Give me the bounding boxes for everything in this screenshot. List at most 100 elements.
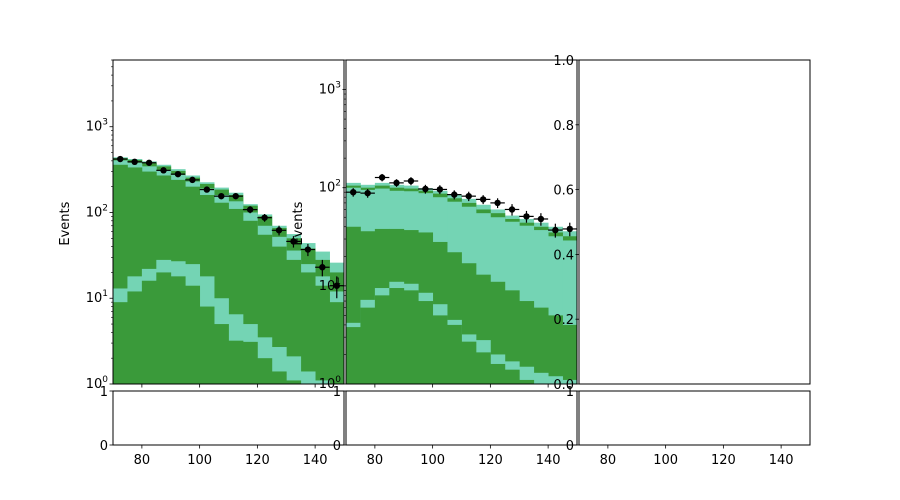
histogram-bar [432,315,448,384]
x-tick-label: 80 [367,453,384,468]
histogram-bar [562,379,577,384]
y-tick-label: 0 [333,439,341,454]
data-point [189,176,196,184]
histogram-bar [113,302,128,384]
axes-frame-middle-bottom [345,390,578,446]
histogram-bar [533,307,549,384]
x-tick-label: 100 [187,453,212,468]
axes-frame-left-top [112,59,345,385]
y-tick-label: 100 [319,375,342,392]
y-tick-label: 101 [319,277,341,294]
data-point [393,179,400,187]
y-tick-exponent: 2 [335,179,341,189]
histogram-bar [403,290,419,384]
y-tick-label: 0.2 [553,313,574,328]
histogram-bar [533,372,549,384]
histogram-bar [185,285,201,384]
y-tick-exponent: 0 [335,375,341,385]
y-tick-exponent: 3 [335,81,341,91]
y-tick-label: 101 [86,289,108,306]
y-tick-label: 1.0 [553,54,574,69]
histogram-bar [504,290,520,384]
histogram-bar [360,307,376,384]
data-point [451,191,458,198]
y-tick-label: 103 [86,118,108,135]
axes-layer [109,59,811,449]
data-point [160,167,167,174]
y-axis-label: Events [291,201,306,245]
data-point [494,199,501,207]
histogram-bar [519,379,535,384]
y-tick-label: 1 [566,385,574,400]
y-tick-base: 10 [86,291,103,306]
data-point [566,225,573,233]
data-point [261,214,268,221]
axes-frame-right-top [578,59,811,385]
data-point [145,159,153,166]
histogram-bar [127,291,143,384]
data-point [131,158,138,166]
y-tick-label: 0.6 [553,184,574,199]
histogram-bar [315,380,330,384]
data-point [246,206,254,213]
histogram-bar [389,288,405,384]
data-point [203,186,211,193]
y-tick-base: 10 [319,279,336,294]
histogram-bar [286,259,302,384]
histogram-bar [286,356,302,384]
histogram-bar [141,280,157,384]
y-tick-base: 10 [86,205,103,220]
data-points-layer [113,155,577,299]
x-tick-label: 120 [478,453,503,468]
y-tick-label: 0 [100,439,108,454]
histogram-bar [228,340,244,384]
histogram-bar [548,315,563,384]
y-tick-base: 10 [319,377,336,392]
data-point [232,192,239,200]
histogram-bar [519,366,535,384]
data-point [508,206,516,213]
y-tick-base: 10 [86,377,103,392]
x-tick-label: 120 [245,453,270,468]
histogram-bar [286,380,302,384]
axes-frame-right-bottom [578,390,811,446]
histogram-bar [170,276,186,384]
data-point [174,170,182,178]
data-point [304,246,312,253]
y-tick-label: 102 [86,203,108,220]
data-point [275,227,283,234]
axes-frame-middle-top [345,59,578,385]
histogram-bar [447,324,462,384]
y-tick-label: 103 [319,81,341,98]
histogram-bar [257,358,273,384]
histogram-bar [346,327,361,384]
data-point [407,177,415,185]
histogram-bar [199,306,215,384]
y-tick-label: 0.0 [553,378,574,393]
x-tick-label: 120 [711,453,736,468]
data-point [350,188,357,196]
x-tick-label: 80 [134,453,151,468]
y-tick-exponent: 2 [102,203,108,213]
y-tick-exponent: 1 [335,277,341,287]
y-tick-label: 102 [319,179,341,196]
y-tick-label: 0 [566,439,574,454]
y-tick-base: 10 [319,83,336,98]
y-tick-label: 0.8 [553,119,574,134]
x-tick-label: 140 [536,453,561,468]
y-tick-label: 100 [86,375,109,392]
histogram-bar [300,272,316,384]
x-tick-label: 100 [653,453,678,468]
y-axis-label: Events [58,201,73,245]
data-point [333,282,340,289]
data-point [465,192,472,200]
histogram-bar [329,302,344,384]
x-tick-label: 80 [600,453,617,468]
data-point [422,185,429,193]
data-point [523,213,530,220]
y-tick-label: 0.4 [553,248,574,263]
data-point [479,196,487,203]
data-point [117,155,124,163]
y-tick-base: 10 [319,181,336,196]
data-point [436,186,444,193]
